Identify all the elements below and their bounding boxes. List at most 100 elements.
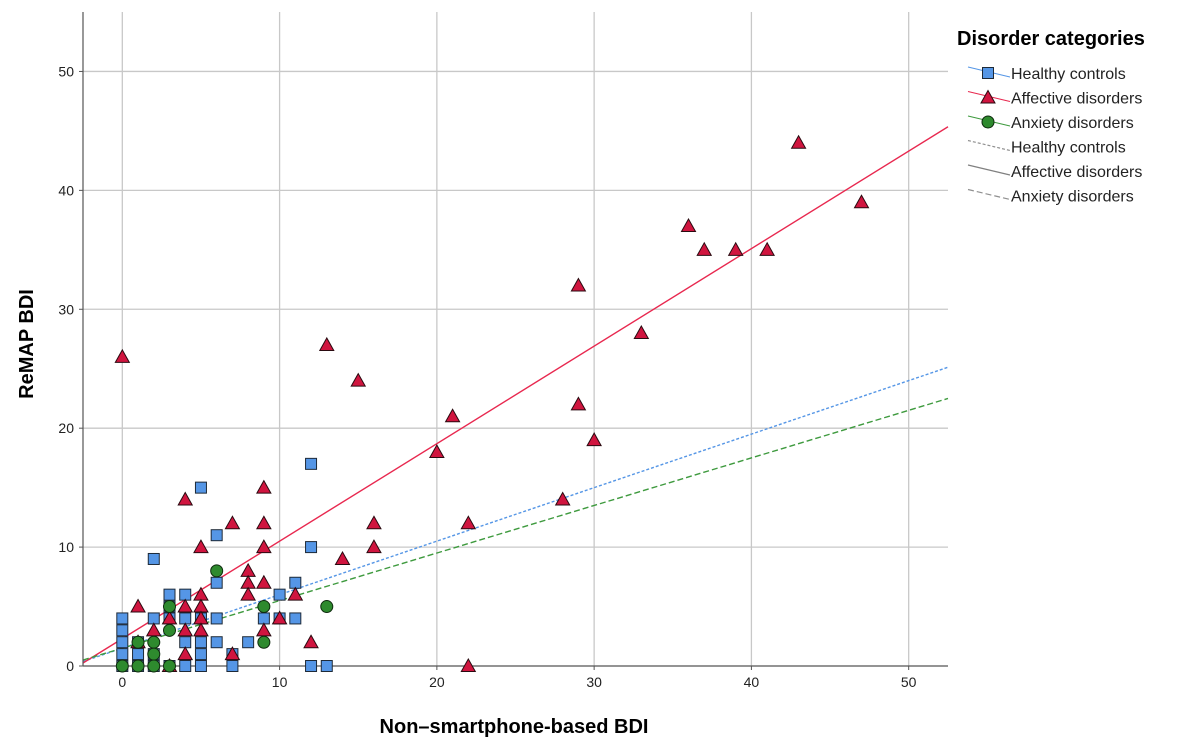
data-point: [130, 598, 146, 613]
data-point: [696, 241, 713, 256]
data-point: [114, 348, 131, 363]
legend-title: Disorder categories: [957, 28, 1145, 50]
x-axis-title: Non–smartphone-based BDI: [380, 716, 649, 738]
fit-lines: [82, 126, 949, 664]
legend-label: Anxiety disorders: [1011, 189, 1134, 206]
data-point: [116, 612, 129, 625]
fit-line: [82, 366, 949, 663]
data-point: [586, 432, 602, 447]
fit-line: [82, 126, 949, 664]
data-point: [210, 636, 223, 649]
y-tick-label: 0: [66, 658, 74, 674]
data-point: [193, 539, 209, 554]
data-point: [444, 408, 461, 423]
data-point: [460, 515, 477, 530]
data-point: [334, 550, 351, 565]
x-tick-label: 0: [118, 674, 126, 690]
data-point: [210, 612, 223, 625]
legend-marker: [980, 89, 996, 104]
data-point: [177, 622, 194, 637]
data-point: [147, 612, 160, 625]
fit-line: [82, 397, 949, 661]
x-tick-labels: 0 10 20 30 40 50: [118, 666, 917, 690]
data-point: [256, 539, 272, 554]
data-point: [116, 624, 129, 637]
data-point: [240, 574, 256, 589]
y-tick-label: 30: [58, 301, 74, 317]
data-point: [257, 635, 271, 649]
data-point: [163, 623, 176, 637]
data-point: [210, 564, 224, 578]
data-point: [116, 648, 129, 661]
y-tick-labels: 0 10 20 30 40 50: [58, 63, 83, 674]
legend-swatch-line: [967, 139, 1011, 152]
grid-lines: [83, 12, 948, 666]
data-point: [193, 586, 209, 601]
data-point: [256, 479, 272, 494]
data-point: [226, 660, 239, 672]
data-point: [429, 443, 445, 458]
data-point: [147, 659, 161, 673]
data-point: [271, 610, 288, 625]
data-point: [680, 218, 697, 233]
x-tick-label: 30: [586, 674, 602, 690]
data-point: [194, 660, 207, 672]
data-point: [303, 634, 319, 649]
data-point: [177, 491, 194, 506]
data-point: [289, 612, 302, 625]
data-point: [147, 635, 161, 649]
data-point: [240, 586, 256, 601]
data-point: [210, 576, 223, 589]
data-point: [320, 660, 333, 672]
legend-label: Affective disorders: [1011, 91, 1142, 108]
data-point: [790, 134, 807, 149]
data-point: [163, 588, 176, 601]
data-point: [179, 612, 192, 625]
data-point: [350, 372, 367, 387]
data-point: [179, 660, 192, 672]
data-point: [131, 659, 145, 673]
data-point: [570, 277, 587, 292]
data-point: [177, 598, 194, 613]
data-point: [163, 600, 176, 614]
data-point: [242, 636, 255, 649]
data-point: [177, 646, 194, 661]
data-point: [131, 635, 145, 649]
data-point: [224, 646, 241, 661]
data-point: [366, 539, 382, 554]
legend-swatch-line: [967, 188, 1011, 201]
legend-swatch-line: [967, 164, 1011, 176]
x-tick-label: 20: [429, 674, 445, 690]
data-point: [633, 325, 650, 340]
data-point: [240, 562, 256, 577]
data-point: [194, 648, 207, 661]
data-point: [759, 241, 775, 256]
y-tick-label: 50: [58, 63, 74, 79]
legend: Disorder categories Healthy controls Affe…: [957, 28, 1145, 206]
data-point: [305, 457, 318, 470]
data-point: [179, 636, 192, 649]
data-point: [179, 588, 192, 601]
data-point: [318, 336, 335, 351]
data-points: [114, 134, 870, 673]
data-point: [115, 659, 129, 673]
y-tick-label: 40: [58, 182, 74, 198]
data-point: [132, 648, 145, 661]
legend-marker: [981, 115, 995, 129]
data-point: [147, 647, 161, 661]
y-tick-label: 10: [58, 539, 74, 555]
data-point: [273, 588, 286, 601]
data-point: [256, 515, 272, 530]
data-point: [853, 194, 870, 209]
data-point: [305, 660, 318, 672]
data-point: [194, 636, 207, 649]
data-point: [320, 600, 334, 614]
legend-label: Healthy controls: [1011, 66, 1126, 83]
data-point: [366, 515, 382, 530]
data-point: [554, 491, 571, 506]
data-point: [727, 241, 744, 256]
data-point: [257, 600, 271, 614]
data-point: [256, 622, 272, 637]
data-point: [147, 552, 160, 565]
